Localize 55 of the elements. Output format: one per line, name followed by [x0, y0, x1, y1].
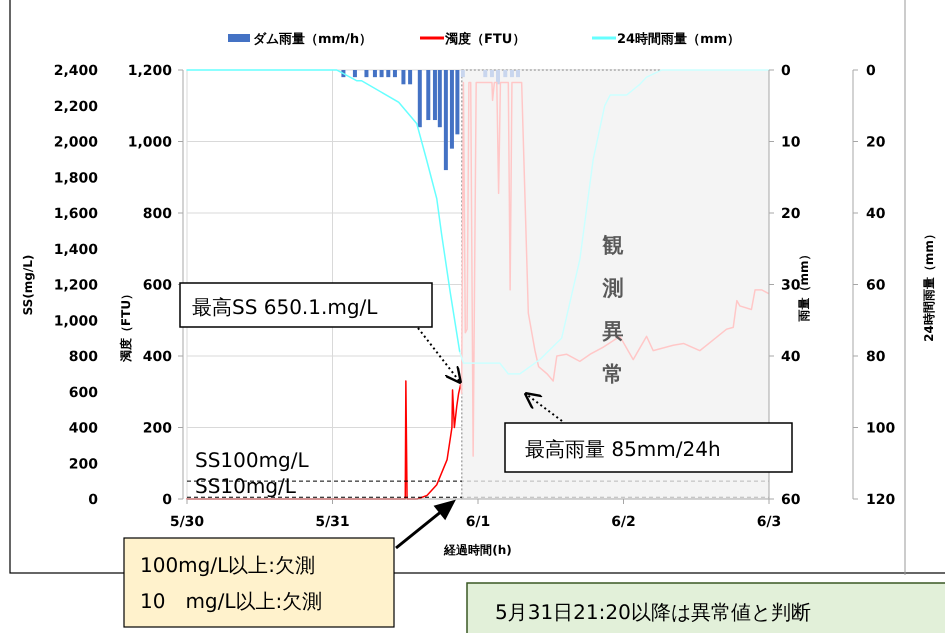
- y-tick-label: 800: [142, 206, 172, 222]
- y3-tick-label: 80: [866, 349, 886, 365]
- y3-tick-label: 100: [866, 420, 896, 436]
- text: 1,000: [54, 313, 98, 330]
- x-axis-title: 経過時間(h): [443, 543, 512, 557]
- y-tick-label: 1,200: [128, 63, 172, 79]
- y-tick-label: 0: [162, 492, 172, 508]
- y3-tick-label: 120: [866, 492, 896, 508]
- text: 1,600: [54, 206, 98, 222]
- y2-tick-label: 60: [781, 492, 801, 508]
- legend-item: 濁度（FTU）: [420, 32, 526, 47]
- text: 0: [88, 492, 98, 508]
- y2-tick-label: 20: [781, 206, 801, 222]
- text: SS(mg/L): [21, 254, 35, 316]
- x-tick-label: 6/3: [756, 514, 782, 530]
- ref-line-label: SS100mg/L: [195, 448, 310, 472]
- text: 5月31日21:20以降は異常値と判断: [495, 600, 811, 624]
- text: 200: [68, 456, 98, 472]
- y2-tick-label: 10: [781, 134, 801, 150]
- y3-tick-label: 0: [866, 63, 876, 79]
- text: 2,200: [54, 98, 98, 115]
- y-tick-label: 400: [142, 349, 172, 365]
- y2-tick-label: 40: [781, 349, 801, 365]
- ref-line-label: SS10mg/L: [195, 474, 297, 498]
- text: 400: [68, 420, 98, 436]
- text: 100mg/L以上:欠測: [140, 553, 315, 577]
- annotation: 最高SS 650.1.mg/L: [192, 295, 378, 319]
- y-tick-label: 1,000: [128, 134, 172, 150]
- text: 1,200: [54, 278, 98, 294]
- annotation: 最高雨量 85mm/24h: [525, 437, 721, 461]
- y-axis-title: 濁度（FTU）: [119, 288, 133, 364]
- y3-tick-label: 40: [866, 206, 886, 222]
- band-label: 観測異常: [602, 233, 624, 386]
- y3-axis-title: 24時間雨量（mm）: [922, 228, 936, 342]
- y-tick-label: 200: [142, 420, 172, 436]
- legend-label: ダム雨量（mm/h）: [253, 32, 372, 47]
- x-tick-label: 5/30: [170, 514, 204, 530]
- y3-tick-label: 60: [866, 278, 886, 294]
- text: 800: [68, 349, 98, 365]
- text: 2,000: [54, 134, 98, 150]
- text: 1,400: [54, 242, 98, 258]
- legend-label: 24時間雨量（mm）: [617, 32, 740, 47]
- text: 600: [68, 384, 98, 401]
- legend-label: 濁度（FTU）: [444, 31, 526, 47]
- x-tick-label: 6/2: [611, 514, 636, 530]
- text: 2,400: [54, 63, 98, 79]
- x-tick-label: 5/31: [315, 514, 350, 530]
- x-tick-label: 6/1: [466, 514, 490, 530]
- text: 1,800: [54, 170, 98, 186]
- y2-tick-label: 0: [781, 63, 791, 79]
- legend-item: 24時間雨量（mm）: [592, 32, 740, 47]
- y-tick-label: 600: [142, 278, 172, 294]
- legend-item: ダム雨量（mm/h）: [228, 32, 372, 47]
- y3-tick-label: 20: [866, 134, 886, 150]
- text: 10 mg/L以上:欠測: [140, 589, 322, 613]
